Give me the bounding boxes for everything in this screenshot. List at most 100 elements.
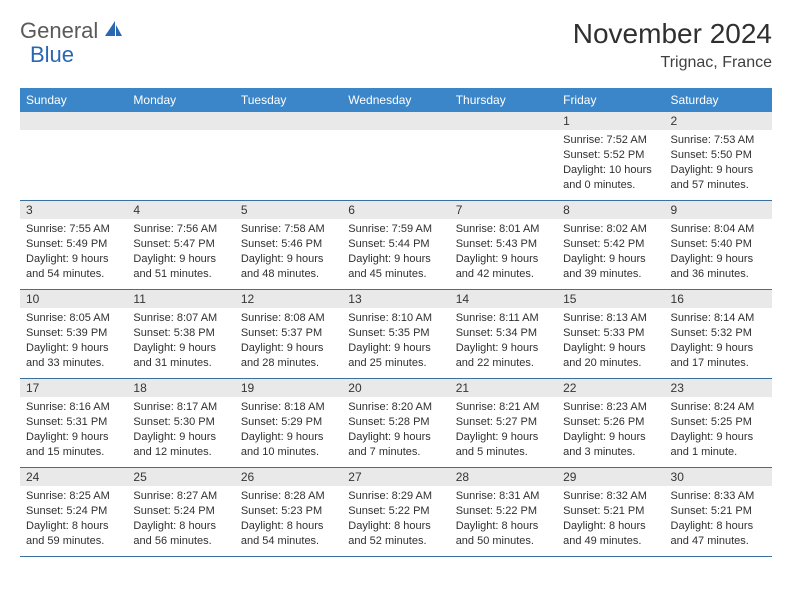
- daylight-text: Daylight: 9 hours and 39 minutes.: [563, 252, 658, 282]
- brand-part2-wrap: Blue: [30, 42, 74, 68]
- daylight-text: Daylight: 8 hours and 52 minutes.: [348, 519, 443, 549]
- sunset-text: Sunset: 5:24 PM: [133, 504, 228, 519]
- weekday-thursday: Thursday: [450, 88, 557, 112]
- sunset-text: Sunset: 5:30 PM: [133, 415, 228, 430]
- calendar-body: 1Sunrise: 7:52 AMSunset: 5:52 PMDaylight…: [20, 112, 772, 557]
- weekday-saturday: Saturday: [665, 88, 772, 112]
- day-body: Sunrise: 8:24 AMSunset: 5:25 PMDaylight:…: [665, 397, 772, 463]
- day-number: 23: [665, 379, 772, 397]
- sunset-text: Sunset: 5:24 PM: [26, 504, 121, 519]
- sunrise-text: Sunrise: 8:08 AM: [241, 311, 336, 326]
- sunset-text: Sunset: 5:47 PM: [133, 237, 228, 252]
- sunset-text: Sunset: 5:22 PM: [348, 504, 443, 519]
- day-body: Sunrise: 8:32 AMSunset: 5:21 PMDaylight:…: [557, 486, 664, 552]
- sunset-text: Sunset: 5:37 PM: [241, 326, 336, 341]
- day-cell: [450, 112, 557, 200]
- sunrise-text: Sunrise: 8:14 AM: [671, 311, 766, 326]
- sail-icon: [102, 19, 124, 44]
- sunset-text: Sunset: 5:40 PM: [671, 237, 766, 252]
- sunrise-text: Sunrise: 8:07 AM: [133, 311, 228, 326]
- day-cell: 12 Sunrise: 8:08 AMSunset: 5:37 PMDayligh…: [235, 290, 342, 378]
- day-number: 2: [665, 112, 772, 130]
- day-number: 1: [557, 112, 664, 130]
- sunrise-text: Sunrise: 8:17 AM: [133, 400, 228, 415]
- day-body: Sunrise: 8:04 AMSunset: 5:40 PMDaylight:…: [665, 219, 772, 285]
- weekday-monday: Monday: [127, 88, 234, 112]
- daylight-text: Daylight: 9 hours and 42 minutes.: [456, 252, 551, 282]
- day-body: Sunrise: 8:11 AMSunset: 5:34 PMDaylight:…: [450, 308, 557, 374]
- day-cell: 16Sunrise: 8:14 AMSunset: 5:32 PMDayligh…: [665, 290, 772, 378]
- brand-part1: General: [20, 18, 98, 44]
- sunrise-text: Sunrise: 8:31 AM: [456, 489, 551, 504]
- sunrise-text: Sunrise: 8:32 AM: [563, 489, 658, 504]
- sunset-text: Sunset: 5:50 PM: [671, 148, 766, 163]
- day-body: Sunrise: 8:27 AMSunset: 5:24 PMDaylight:…: [127, 486, 234, 552]
- day-body: Sunrise: 8:16 AMSunset: 5:31 PMDaylight:…: [20, 397, 127, 463]
- day-cell: 10Sunrise: 8:05 AMSunset: 5:39 PMDayligh…: [20, 290, 127, 378]
- day-body: Sunrise: 8:33 AMSunset: 5:21 PMDaylight:…: [665, 486, 772, 552]
- sunset-text: Sunset: 5:21 PM: [563, 504, 658, 519]
- sunrise-text: Sunrise: 8:27 AM: [133, 489, 228, 504]
- sunset-text: Sunset: 5:28 PM: [348, 415, 443, 430]
- day-number: 27: [342, 468, 449, 486]
- day-number: 6: [342, 201, 449, 219]
- day-cell: 1Sunrise: 7:52 AMSunset: 5:52 PMDaylight…: [557, 112, 664, 200]
- day-cell: 17Sunrise: 8:16 AMSunset: 5:31 PMDayligh…: [20, 379, 127, 467]
- sunrise-text: Sunrise: 8:01 AM: [456, 222, 551, 237]
- sunset-text: Sunset: 5:26 PM: [563, 415, 658, 430]
- daylight-text: Daylight: 9 hours and 15 minutes.: [26, 430, 121, 460]
- day-number: 11: [127, 290, 234, 308]
- sunrise-text: Sunrise: 8:21 AM: [456, 400, 551, 415]
- weekday-header-row: Sunday Monday Tuesday Wednesday Thursday…: [20, 88, 772, 112]
- daylight-text: Daylight: 9 hours and 17 minutes.: [671, 341, 766, 371]
- day-body: Sunrise: 7:56 AMSunset: 5:47 PMDaylight:…: [127, 219, 234, 285]
- day-number: 26: [235, 468, 342, 486]
- day-number: 10: [20, 290, 127, 308]
- daylight-text: Daylight: 9 hours and 51 minutes.: [133, 252, 228, 282]
- day-body: Sunrise: 8:18 AMSunset: 5:29 PMDaylight:…: [235, 397, 342, 463]
- day-body: Sunrise: 8:14 AMSunset: 5:32 PMDaylight:…: [665, 308, 772, 374]
- weekday-wednesday: Wednesday: [342, 88, 449, 112]
- day-number: 9: [665, 201, 772, 219]
- day-body: Sunrise: 8:28 AMSunset: 5:23 PMDaylight:…: [235, 486, 342, 552]
- location-label: Trignac, France: [573, 54, 772, 72]
- daylight-text: Daylight: 9 hours and 3 minutes.: [563, 430, 658, 460]
- daylight-text: Daylight: 9 hours and 7 minutes.: [348, 430, 443, 460]
- day-number: 16: [665, 290, 772, 308]
- day-cell: 9Sunrise: 8:04 AMSunset: 5:40 PMDaylight…: [665, 201, 772, 289]
- daylight-text: Daylight: 8 hours and 56 minutes.: [133, 519, 228, 549]
- sunset-text: Sunset: 5:39 PM: [26, 326, 121, 341]
- day-number: 25: [127, 468, 234, 486]
- sunset-text: Sunset: 5:38 PM: [133, 326, 228, 341]
- sunset-text: Sunset: 5:21 PM: [671, 504, 766, 519]
- sunrise-text: Sunrise: 7:58 AM: [241, 222, 336, 237]
- day-cell: [235, 112, 342, 200]
- sunrise-text: Sunrise: 8:11 AM: [456, 311, 551, 326]
- day-cell: 8Sunrise: 8:02 AMSunset: 5:42 PMDaylight…: [557, 201, 664, 289]
- day-number: 12: [235, 290, 342, 308]
- daylight-text: Daylight: 9 hours and 12 minutes.: [133, 430, 228, 460]
- brand-logo: General: [20, 18, 126, 44]
- day-body: Sunrise: 8:29 AMSunset: 5:22 PMDaylight:…: [342, 486, 449, 552]
- sunrise-text: Sunrise: 8:28 AM: [241, 489, 336, 504]
- day-body: Sunrise: 7:53 AMSunset: 5:50 PMDaylight:…: [665, 130, 772, 196]
- sunrise-text: Sunrise: 8:25 AM: [26, 489, 121, 504]
- sunrise-text: Sunrise: 8:24 AM: [671, 400, 766, 415]
- sunrise-text: Sunrise: 8:18 AM: [241, 400, 336, 415]
- sunset-text: Sunset: 5:31 PM: [26, 415, 121, 430]
- weekday-friday: Friday: [557, 88, 664, 112]
- sunset-text: Sunset: 5:44 PM: [348, 237, 443, 252]
- week-row: 24Sunrise: 8:25 AMSunset: 5:24 PMDayligh…: [20, 468, 772, 557]
- day-cell: 7Sunrise: 8:01 AMSunset: 5:43 PMDaylight…: [450, 201, 557, 289]
- sunrise-text: Sunrise: 8:05 AM: [26, 311, 121, 326]
- day-number: 19: [235, 379, 342, 397]
- daylight-text: Daylight: 9 hours and 28 minutes.: [241, 341, 336, 371]
- sunrise-text: Sunrise: 8:29 AM: [348, 489, 443, 504]
- sunset-text: Sunset: 5:33 PM: [563, 326, 658, 341]
- day-number: [235, 112, 342, 130]
- daylight-text: Daylight: 8 hours and 59 minutes.: [26, 519, 121, 549]
- sunrise-text: Sunrise: 8:13 AM: [563, 311, 658, 326]
- sunrise-text: Sunrise: 8:16 AM: [26, 400, 121, 415]
- sunrise-text: Sunrise: 8:20 AM: [348, 400, 443, 415]
- day-body: Sunrise: 8:07 AMSunset: 5:38 PMDaylight:…: [127, 308, 234, 374]
